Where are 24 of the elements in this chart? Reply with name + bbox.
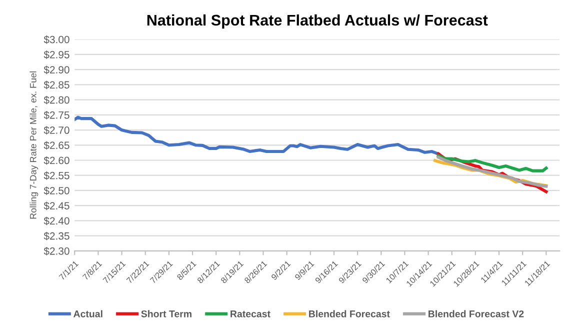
legend-label: Blended Forecast V2 xyxy=(428,310,524,318)
y-tick-label: $2.95 xyxy=(44,50,70,59)
y-tick-label: $2.30 xyxy=(44,246,70,256)
y-tick-label: $2.90 xyxy=(44,66,70,74)
line-series xyxy=(436,154,548,172)
y-tick-label: $2.65 xyxy=(44,141,70,150)
y-tick-label: $2.60 xyxy=(44,156,70,165)
chart-title: National Spot Rate Flatbed Actuals w/ Forecast xyxy=(147,14,488,29)
line-series xyxy=(74,116,440,156)
legend-label: Ratecast xyxy=(230,310,270,318)
y-axis-title: Rolling 7-Day Rate Per Mile, ex. Fuel xyxy=(30,71,38,219)
y-tick-label: $2.80 xyxy=(44,96,70,104)
y-tick-label: $2.45 xyxy=(44,202,70,210)
y-tick-label: $2.70 xyxy=(44,126,70,135)
legend-label: Blended Forecast xyxy=(309,310,390,318)
y-tick-label: $2.75 xyxy=(44,110,70,120)
y-tick-label: $2.50 xyxy=(44,186,70,195)
legend-label: Short Term xyxy=(141,310,192,318)
y-tick-label: $3.00 xyxy=(44,35,70,44)
y-tick-label: $2.35 xyxy=(44,232,70,240)
y-tick-label: $2.40 xyxy=(44,216,70,226)
y-tick-label: $2.85 xyxy=(44,80,70,90)
legend-label: Actual xyxy=(74,310,102,318)
y-tick-label: $2.55 xyxy=(44,171,70,180)
